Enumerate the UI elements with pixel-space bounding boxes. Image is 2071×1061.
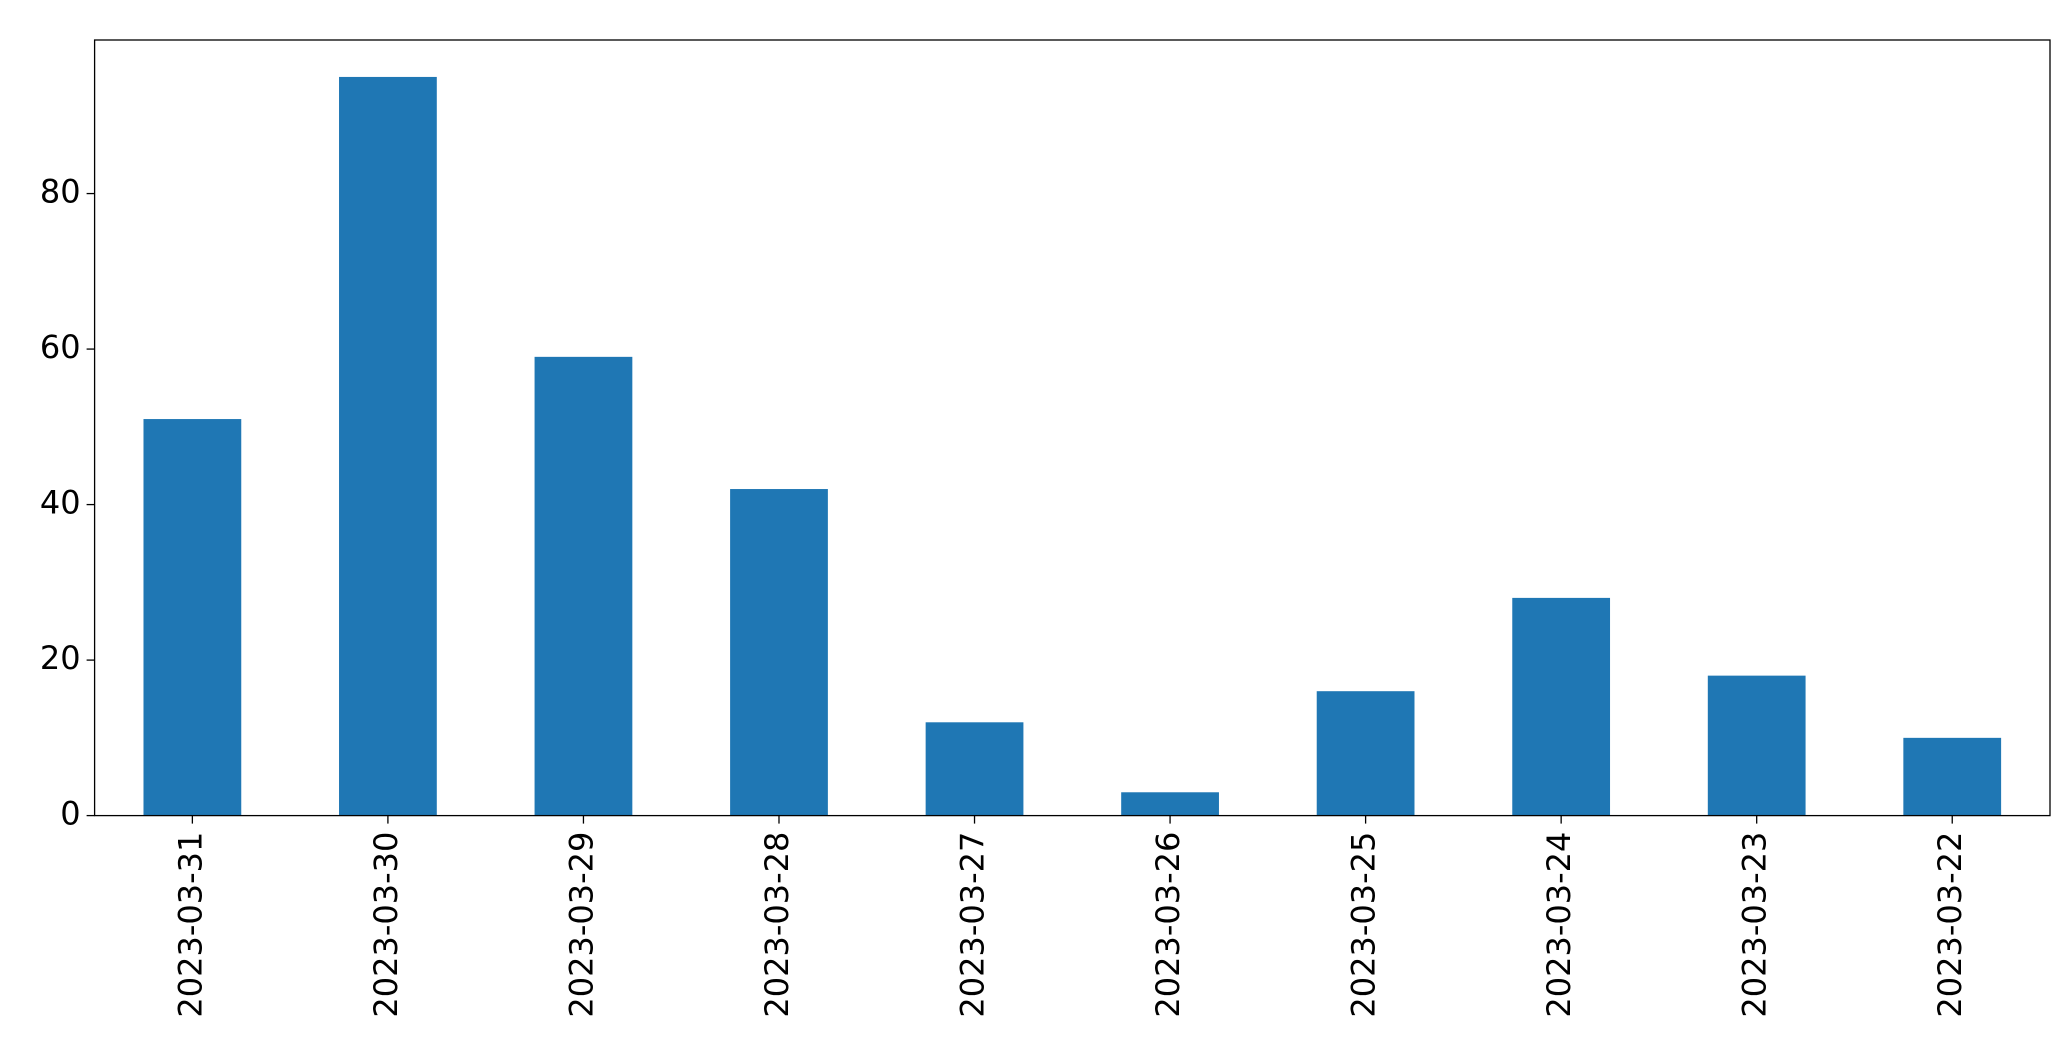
x-tick-label: 2023-03-28: [758, 832, 796, 1018]
x-tick-label: 2023-03-31: [171, 832, 209, 1018]
bar: [534, 356, 633, 816]
bar: [1512, 597, 1611, 816]
bar: [925, 722, 1024, 816]
bar: [730, 489, 828, 816]
y-tick-label: 60: [40, 328, 81, 366]
x-tick-label: 2023-03-29: [562, 832, 600, 1018]
y-tick-label: 80: [40, 173, 81, 211]
bar: [143, 419, 242, 816]
x-tick-label: 2023-03-30: [367, 832, 405, 1018]
plot-frame: [93, 39, 2051, 817]
bar: [1316, 691, 1415, 816]
bar: [1707, 675, 1806, 816]
bar: [1121, 792, 1219, 816]
x-tick-label: 2023-03-23: [1736, 832, 1774, 1018]
x-tick-label: 2023-03-27: [954, 832, 992, 1018]
y-tick-label: 20: [40, 639, 81, 677]
bar: [339, 76, 437, 816]
y-tick-label: 40: [40, 484, 81, 522]
x-tick-label: 2023-03-22: [1931, 832, 1969, 1018]
x-tick-label: 2023-03-26: [1149, 832, 1187, 1018]
x-tick-label: 2023-03-24: [1540, 832, 1578, 1018]
bar: [1903, 737, 2002, 816]
x-tick-label: 2023-03-25: [1345, 832, 1383, 1018]
y-tick-label: 0: [60, 795, 80, 833]
